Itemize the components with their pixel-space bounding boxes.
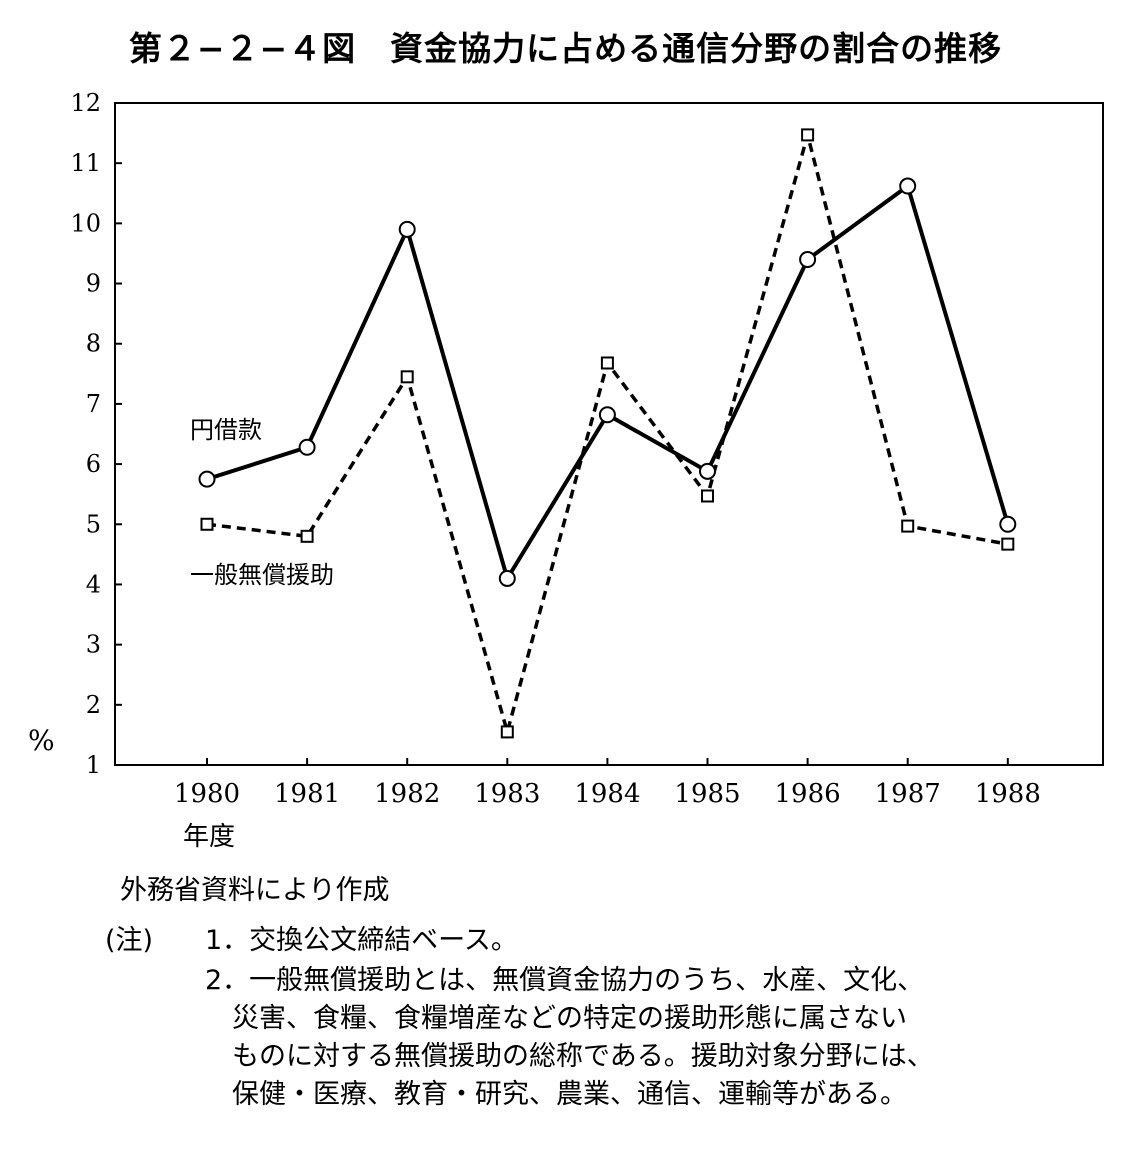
series-0-point [699,462,716,480]
series-0-point [298,438,316,456]
y-tick-label: 4 [86,570,101,598]
x-tick-label: 1985 [674,779,740,809]
y-tick-label: 10 [70,209,101,237]
x-tick-label: 1984 [574,779,640,809]
y-tick-label: 2 [86,691,101,719]
x-tick-label: 1983 [474,779,540,809]
series-1-point [801,128,815,142]
y-tick-label: 6 [86,450,101,478]
x-tick-label: 1988 [975,779,1041,809]
y-tick-label: 12 [70,89,101,117]
series-0-point [198,470,216,488]
y-axis-label: % [28,724,55,757]
series-1-point [701,489,714,503]
y-tick-label: 9 [86,270,101,298]
series-0-point [899,177,917,195]
series-lines [206,128,1010,739]
y-tick-label: 11 [70,149,101,177]
series-1-point [500,725,514,739]
y-tick-label: 8 [86,330,101,358]
series-0-point [398,220,416,238]
y-tick-label: 7 [86,390,101,418]
series-markers [198,128,1017,739]
series-0-point [498,569,516,587]
series-1-point [200,517,214,531]
plot-frame [114,102,1104,766]
x-tick-label: 1987 [875,779,941,809]
series-line-0 [206,182,1010,584]
chart-title: 第２−２−４図 資金協力に占める通信分野の割合の推移 [128,29,1003,68]
y-tick-label: 1 [86,751,101,779]
series-0-point [799,250,817,268]
plot-border [114,102,1104,766]
series-label-grant-aid: 一般無償援助 [190,561,334,589]
series-0-point [598,406,616,424]
series-1-point [1001,537,1015,551]
x-tick-label: 1986 [775,779,841,809]
x-tick-label: 1980 [174,779,240,809]
series-1-point [901,519,915,533]
series-line-1 [206,128,1009,739]
y-tick-label: 3 [86,631,101,659]
x-tick-label: 1981 [274,779,340,809]
series-1-point [400,370,414,384]
y-tick-label: 5 [86,510,101,538]
x-axis: 1980 1981 1982 1983 1984 1985 1986 1987 1988 [174,758,1041,809]
series-1-point [600,356,614,370]
x-tick-label: 1982 [374,779,440,809]
series-1-point [300,529,314,543]
x-axis-label: 年度 [183,822,235,852]
series-0-point [999,515,1017,533]
series-label-yen-loan: 円借款 [190,416,262,444]
